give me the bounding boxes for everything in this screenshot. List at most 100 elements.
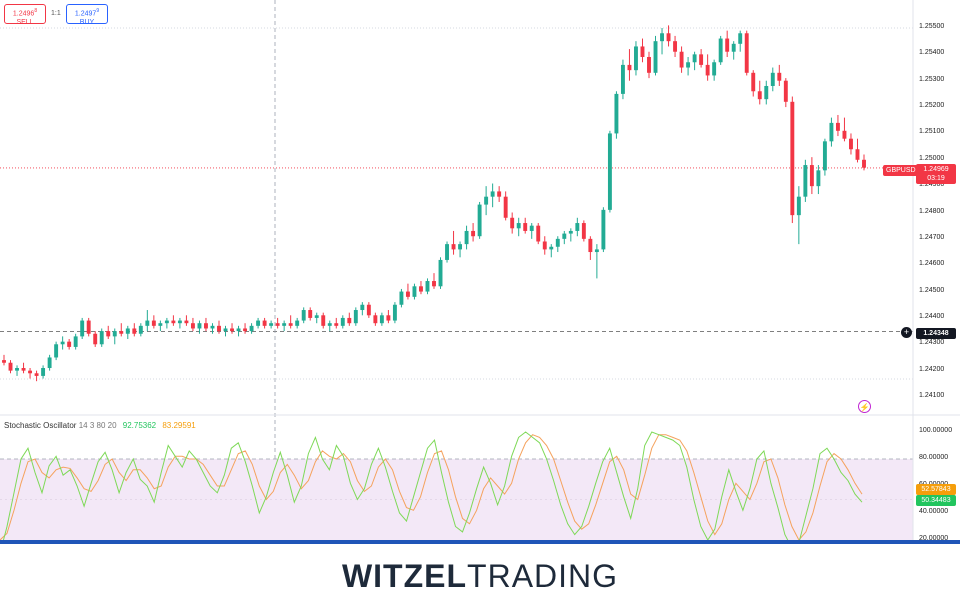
candle — [262, 317, 267, 329]
brand-logo: WITZELTRADING — [0, 558, 960, 595]
candle — [60, 336, 65, 350]
candle — [217, 320, 221, 334]
candle — [601, 207, 606, 253]
candle — [419, 281, 423, 295]
candle — [151, 315, 156, 329]
candle — [673, 35, 678, 57]
candle-body — [764, 85, 769, 100]
candle-body — [132, 328, 137, 334]
price-axis-tick: 1.24300 — [919, 339, 945, 347]
candle — [8, 360, 13, 374]
candle — [614, 91, 619, 139]
candle-body — [757, 91, 762, 100]
candle — [321, 312, 326, 329]
price-axis — [0, 0, 960, 542]
candle-body — [666, 33, 671, 42]
sell-label: SELL — [16, 19, 34, 27]
candle-body — [588, 238, 593, 253]
crosshair-price-tag: 1.24348 — [916, 328, 956, 339]
price-chart[interactable] — [0, 0, 960, 542]
candle — [204, 317, 208, 332]
buy-button[interactable]: 1.24979 BUY — [66, 4, 108, 26]
symbol-tag: GBPUSD — [883, 165, 919, 176]
candle-body — [177, 320, 182, 324]
candle-body — [699, 54, 704, 65]
candle — [464, 225, 469, 250]
candle-body — [34, 373, 39, 376]
candle-body — [855, 149, 860, 160]
candle-body — [660, 33, 664, 42]
candle — [744, 30, 749, 76]
grid — [0, 0, 913, 542]
candle-body — [725, 38, 730, 52]
stochastic-legend[interactable]: Stochastic Oscillator 14 3 80 20 92.7536… — [4, 421, 196, 430]
lot-ratio: 1:1 — [51, 10, 61, 17]
candle-body — [8, 362, 13, 371]
candle — [809, 157, 814, 195]
candle-body — [73, 336, 78, 347]
candle — [334, 317, 339, 329]
candle-body — [405, 291, 410, 297]
candle — [445, 241, 449, 263]
price-axis-tick: 1.25000 — [919, 154, 945, 162]
candle — [497, 186, 502, 202]
candle — [627, 49, 632, 81]
price-axis-tick: 1.25500 — [919, 23, 945, 30]
candle-body — [353, 310, 358, 324]
candle-body — [862, 159, 866, 168]
candle — [256, 317, 261, 329]
stochastic-k-line — [2, 431, 863, 542]
candle — [699, 49, 704, 68]
candle-body — [738, 33, 743, 44]
candle-body — [301, 310, 306, 321]
candle-body — [490, 191, 495, 197]
stochastic-params: 14 3 80 20 — [78, 421, 117, 430]
candle — [210, 323, 215, 334]
candle — [647, 51, 651, 79]
candle — [112, 328, 117, 345]
candle-body — [151, 320, 156, 326]
candle-body — [607, 133, 612, 210]
candle — [412, 283, 417, 300]
candle — [790, 96, 795, 224]
sell-button[interactable]: 1.24968 SELL — [4, 4, 46, 27]
candle — [477, 201, 482, 239]
candle-body — [249, 325, 254, 332]
lightning-icon[interactable]: ⚡ — [858, 400, 871, 413]
candle-body — [432, 281, 436, 287]
candle — [158, 320, 163, 332]
candle — [243, 323, 248, 334]
plus-icon[interactable]: + — [901, 327, 912, 338]
candle — [432, 273, 436, 289]
candle — [379, 312, 384, 326]
candle — [686, 56, 691, 76]
candle-body — [158, 323, 163, 326]
candle — [751, 70, 756, 97]
candle — [223, 325, 228, 337]
brand-bold: WITZEL — [341, 558, 468, 594]
candle-body — [816, 170, 821, 187]
stochastic-k-value: 92.75362 — [122, 421, 157, 430]
candle-body — [438, 259, 443, 287]
candle — [777, 64, 782, 86]
candle — [353, 307, 358, 326]
price-axis-tick: 1.24700 — [919, 233, 945, 241]
candle — [516, 217, 521, 237]
candle — [607, 130, 612, 213]
candle-body — [842, 130, 847, 139]
candle-body — [379, 315, 384, 324]
candle — [835, 114, 840, 137]
candle-body — [308, 310, 313, 318]
candle-body — [145, 320, 150, 326]
candle-body — [614, 93, 619, 134]
candle — [301, 307, 306, 324]
candle-body — [634, 46, 638, 71]
candle — [93, 331, 98, 347]
brand-footer: WITZELTRADING — [0, 540, 960, 600]
candle-body — [60, 341, 65, 345]
candle-body — [41, 368, 46, 376]
candle — [86, 317, 91, 337]
candle — [594, 244, 599, 279]
candle-body — [510, 217, 515, 229]
candle — [73, 333, 78, 350]
